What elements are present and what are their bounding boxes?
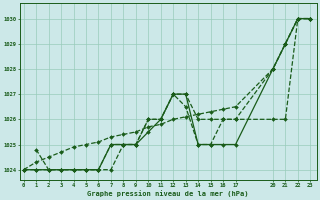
X-axis label: Graphe pression niveau de la mer (hPa): Graphe pression niveau de la mer (hPa) <box>87 190 249 197</box>
